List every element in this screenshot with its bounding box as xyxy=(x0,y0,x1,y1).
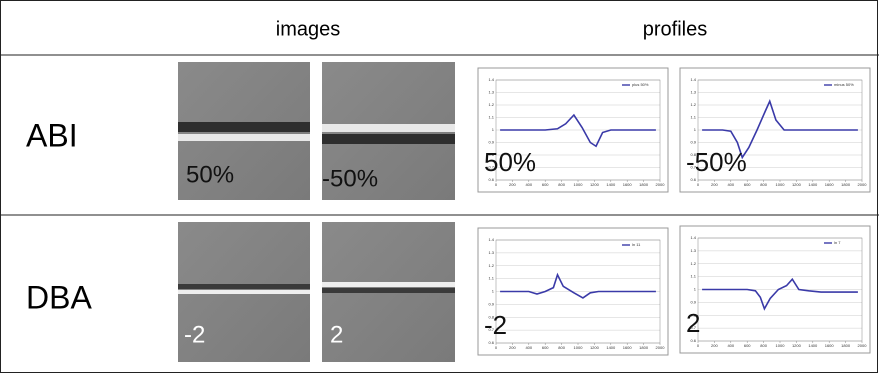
image-panel: 2 xyxy=(322,222,455,362)
x-tick-label: 600 xyxy=(744,343,751,348)
row-label: ABI xyxy=(26,117,78,153)
y-tick-label: 0.6 xyxy=(488,177,494,182)
image-panel: -50% xyxy=(322,62,455,200)
x-tick-label: 1800 xyxy=(841,182,851,187)
x-tick-label: 1800 xyxy=(841,343,851,348)
legend-label: minus 50% xyxy=(834,82,854,87)
x-tick-label: 1800 xyxy=(639,345,649,350)
y-tick-label: 1.2 xyxy=(488,102,494,107)
x-tick-label: 1000 xyxy=(776,182,786,187)
y-tick-label: 1.1 xyxy=(488,276,494,281)
x-tick-label: 1400 xyxy=(606,182,616,187)
x-tick-label: 2000 xyxy=(656,182,666,187)
y-tick-label: 1.2 xyxy=(690,102,696,107)
y-tick-label: 1.3 xyxy=(690,90,696,95)
x-tick-label: 200 xyxy=(711,343,718,348)
row-label: DBA xyxy=(26,279,92,315)
legend-label: plus 50% xyxy=(632,82,649,87)
image-label: 2 xyxy=(330,321,343,348)
x-tick-label: 1400 xyxy=(808,182,818,187)
x-tick-label: 200 xyxy=(509,182,516,187)
x-tick-label: 400 xyxy=(525,182,532,187)
y-tick-label: 1.4 xyxy=(690,77,696,82)
x-tick-label: 800 xyxy=(760,182,767,187)
x-tick-label: 1000 xyxy=(574,345,584,350)
y-tick-label: 1.3 xyxy=(488,250,494,255)
x-tick-label: 600 xyxy=(542,182,549,187)
y-tick-label: 0.6 xyxy=(488,340,494,345)
profile-label: 50% xyxy=(484,147,536,177)
y-tick-label: 1.1 xyxy=(690,115,696,120)
image-label: -2 xyxy=(184,321,205,348)
y-tick-label: 1.4 xyxy=(690,235,696,240)
x-tick-label: 1800 xyxy=(639,182,649,187)
y-tick-label: 0.9 xyxy=(690,140,696,145)
y-tick-label: 1.4 xyxy=(488,77,494,82)
x-tick-label: 800 xyxy=(760,343,767,348)
y-tick-label: 0.6 xyxy=(690,177,696,182)
profile-label: 2 xyxy=(686,308,700,338)
image-panel: 50% xyxy=(178,62,310,200)
x-tick-label: 2000 xyxy=(858,343,868,348)
image-label: -50% xyxy=(322,165,378,192)
x-tick-label: 1200 xyxy=(590,182,600,187)
header-images: images xyxy=(276,18,340,40)
x-tick-label: 2000 xyxy=(858,182,868,187)
image-label: 50% xyxy=(186,161,234,188)
x-tick-label: 1200 xyxy=(792,182,802,187)
profile-label: -2 xyxy=(484,310,507,340)
x-tick-label: 1600 xyxy=(825,343,835,348)
x-tick-label: 400 xyxy=(525,345,532,350)
x-tick-label: 600 xyxy=(542,345,549,350)
x-tick-label: 1200 xyxy=(590,345,600,350)
x-tick-label: 1600 xyxy=(825,182,835,187)
x-tick-label: 1200 xyxy=(792,343,802,348)
x-tick-label: 800 xyxy=(558,345,565,350)
y-tick-label: 0.9 xyxy=(488,140,494,145)
x-tick-label: 2000 xyxy=(656,345,666,350)
legend-label: ln 11 xyxy=(632,242,641,247)
y-tick-label: 0.9 xyxy=(690,299,696,304)
x-tick-label: 1600 xyxy=(623,182,633,187)
y-tick-label: 1.1 xyxy=(690,274,696,279)
y-tick-label: 1.2 xyxy=(488,263,494,268)
x-tick-label: 600 xyxy=(744,182,751,187)
image-panel: -2 xyxy=(178,222,310,362)
x-tick-label: 400 xyxy=(727,182,734,187)
x-tick-label: 200 xyxy=(509,345,516,350)
x-tick-label: 400 xyxy=(727,343,734,348)
profile-label: -50% xyxy=(686,147,747,177)
y-tick-label: 1.1 xyxy=(488,115,494,120)
x-tick-label: 800 xyxy=(558,182,565,187)
x-tick-label: 1600 xyxy=(623,345,633,350)
y-tick-label: 1.3 xyxy=(690,248,696,253)
legend-label: ln 7 xyxy=(834,240,841,245)
y-tick-label: 1.2 xyxy=(690,261,696,266)
figure: images profiles ABI DBA 50% -50% -2 2 0.… xyxy=(0,0,879,374)
y-tick-label: 0.9 xyxy=(488,301,494,306)
y-tick-label: 1.3 xyxy=(488,90,494,95)
x-tick-label: 1000 xyxy=(574,182,584,187)
y-tick-label: 1.4 xyxy=(488,237,494,242)
x-tick-label: 1000 xyxy=(776,343,786,348)
x-tick-label: 200 xyxy=(711,182,718,187)
x-tick-label: 1400 xyxy=(606,345,616,350)
header-profiles: profiles xyxy=(643,18,707,40)
x-tick-label: 1400 xyxy=(808,343,818,348)
y-tick-label: 0.6 xyxy=(690,338,696,343)
